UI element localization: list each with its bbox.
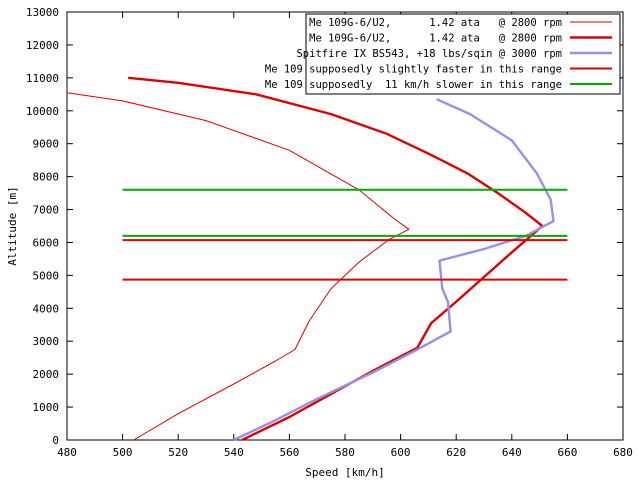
- x-tick-label: 620: [446, 446, 466, 459]
- series-line-2: [128, 76, 544, 442]
- y-tick-label: 5000: [33, 269, 60, 282]
- y-tick-label: 10000: [26, 105, 59, 118]
- series-layer: [66, 76, 568, 442]
- x-tick-label: 600: [391, 446, 411, 459]
- y-tick-label: 3000: [33, 335, 60, 348]
- x-axis-title: Speed [km/h]: [305, 466, 384, 479]
- legend-label-4: Me 109 supposedly slightly faster in thi…: [265, 64, 562, 76]
- y-tick-label: 13000: [26, 6, 59, 19]
- x-tick-label: 680: [613, 446, 633, 459]
- x-tick-label: 580: [335, 446, 355, 459]
- x-tick-label: 480: [57, 446, 77, 459]
- y-tick-label: 2000: [33, 368, 60, 381]
- x-tick-label: 500: [113, 446, 133, 459]
- y-tick-label: 6000: [33, 236, 60, 249]
- legend-box: [305, 13, 621, 95]
- x-tick-label: 660: [557, 446, 577, 459]
- y-tick-label: 7000: [33, 204, 60, 217]
- x-tick-label: 520: [168, 446, 188, 459]
- y-tick-label: 4000: [33, 302, 60, 315]
- y-axis-title: Altitude [m]: [6, 186, 19, 265]
- axis-ticks: 480 500 520 540 560 580 600 620 640 660 680 0 1000 20…: [26, 6, 633, 459]
- y-tick-label: 1000: [33, 401, 60, 414]
- y-tick-label: 9000: [33, 138, 60, 151]
- series-line-1: [66, 92, 410, 441]
- legend: Me 109G-6/U2, 1.42 ata @ 2800 rpm Me 109G…: [265, 13, 621, 95]
- y-tick-label: 8000: [33, 171, 60, 184]
- x-tick-label: 560: [279, 446, 299, 459]
- legend-label-3: Spitfire IX BS543, +18 lbs/sqin @ 3000 r…: [296, 48, 562, 60]
- legend-label-1: Me 109G-6/U2, 1.42 ata @ 2800 rpm: [309, 17, 562, 29]
- series-line-3: [233, 98, 555, 442]
- x-tick-label: 640: [502, 446, 522, 459]
- y-tick-label: 12000: [26, 39, 59, 52]
- y-tick-label: 0: [52, 434, 59, 447]
- x-tick-label: 540: [224, 446, 244, 459]
- legend-label-5: Me 109 supposedly 11 km/h slower in this…: [265, 79, 562, 91]
- legend-label-2: Me 109G-6/U2, 1.42 ata @ 2800 rpm: [309, 33, 562, 45]
- y-tick-label: 11000: [26, 72, 59, 85]
